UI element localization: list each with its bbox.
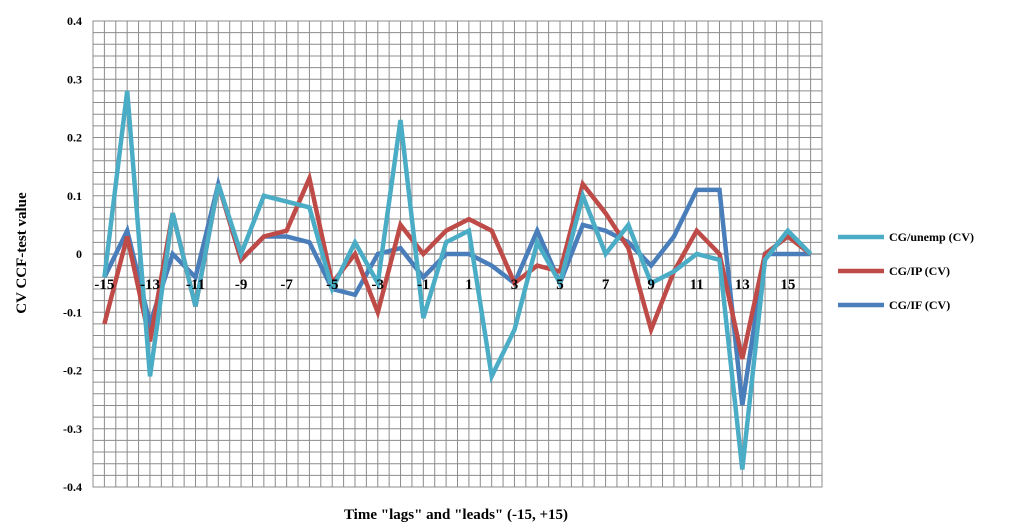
- y-tick-label: 0.3: [67, 72, 82, 86]
- legend-label: CG/IF (CV): [889, 298, 950, 312]
- x-tick-label: -11: [186, 277, 205, 293]
- x-tick-label: -5: [326, 277, 339, 293]
- x-tick-label: 7: [602, 277, 610, 293]
- x-tick-label: -7: [280, 277, 293, 293]
- y-tick-label: 0.4: [67, 14, 82, 28]
- y-tick-label: 0: [76, 247, 82, 261]
- x-axis-ticks: -15 -13 -11 -9 -7 -5 -3 -1 1 3 5 7 9 11 13 15: [94, 277, 795, 293]
- series-lines: [102, 90, 813, 470]
- legend-label: CG/IP (CV): [889, 264, 950, 278]
- y-tick-label: 0.2: [67, 131, 82, 145]
- x-tick-label: -3: [372, 277, 385, 293]
- x-tick-label: 15: [780, 277, 795, 293]
- y-tick-label: -0.4: [63, 480, 82, 494]
- x-axis-title: Time "lags" and "leads" (-15, +15): [344, 507, 568, 523]
- x-tick-label: 9: [647, 277, 655, 293]
- y-axis-ticks: 0.4 0.3 0.2 0.1 0 -0.1 -0.2 -0.3 -0.4: [63, 14, 82, 494]
- y-tick-label: -0.1: [63, 305, 82, 319]
- y-tick-label: 0.1: [67, 189, 82, 203]
- x-tick-label: 3: [511, 277, 519, 293]
- x-tick-label: -15: [94, 277, 114, 293]
- x-tick-label: -13: [140, 277, 160, 293]
- x-tick-label: 1: [465, 277, 473, 293]
- series-line-cg-unemp-cv: [102, 90, 813, 470]
- y-axis-title: CV CCF-test value: [14, 192, 30, 314]
- x-tick-label: 11: [690, 277, 704, 293]
- x-tick-label: -1: [417, 277, 430, 293]
- legend-label: CG/unemp (CV): [889, 230, 974, 244]
- x-tick-label: 13: [735, 277, 750, 293]
- x-tick-label: -9: [235, 277, 248, 293]
- y-tick-label: -0.2: [63, 364, 82, 378]
- x-tick-label: 5: [556, 277, 564, 293]
- legend: CG/unemp (CV) CG/IP (CV) CG/IF (CV): [838, 230, 974, 312]
- y-tick-label: -0.3: [63, 422, 82, 436]
